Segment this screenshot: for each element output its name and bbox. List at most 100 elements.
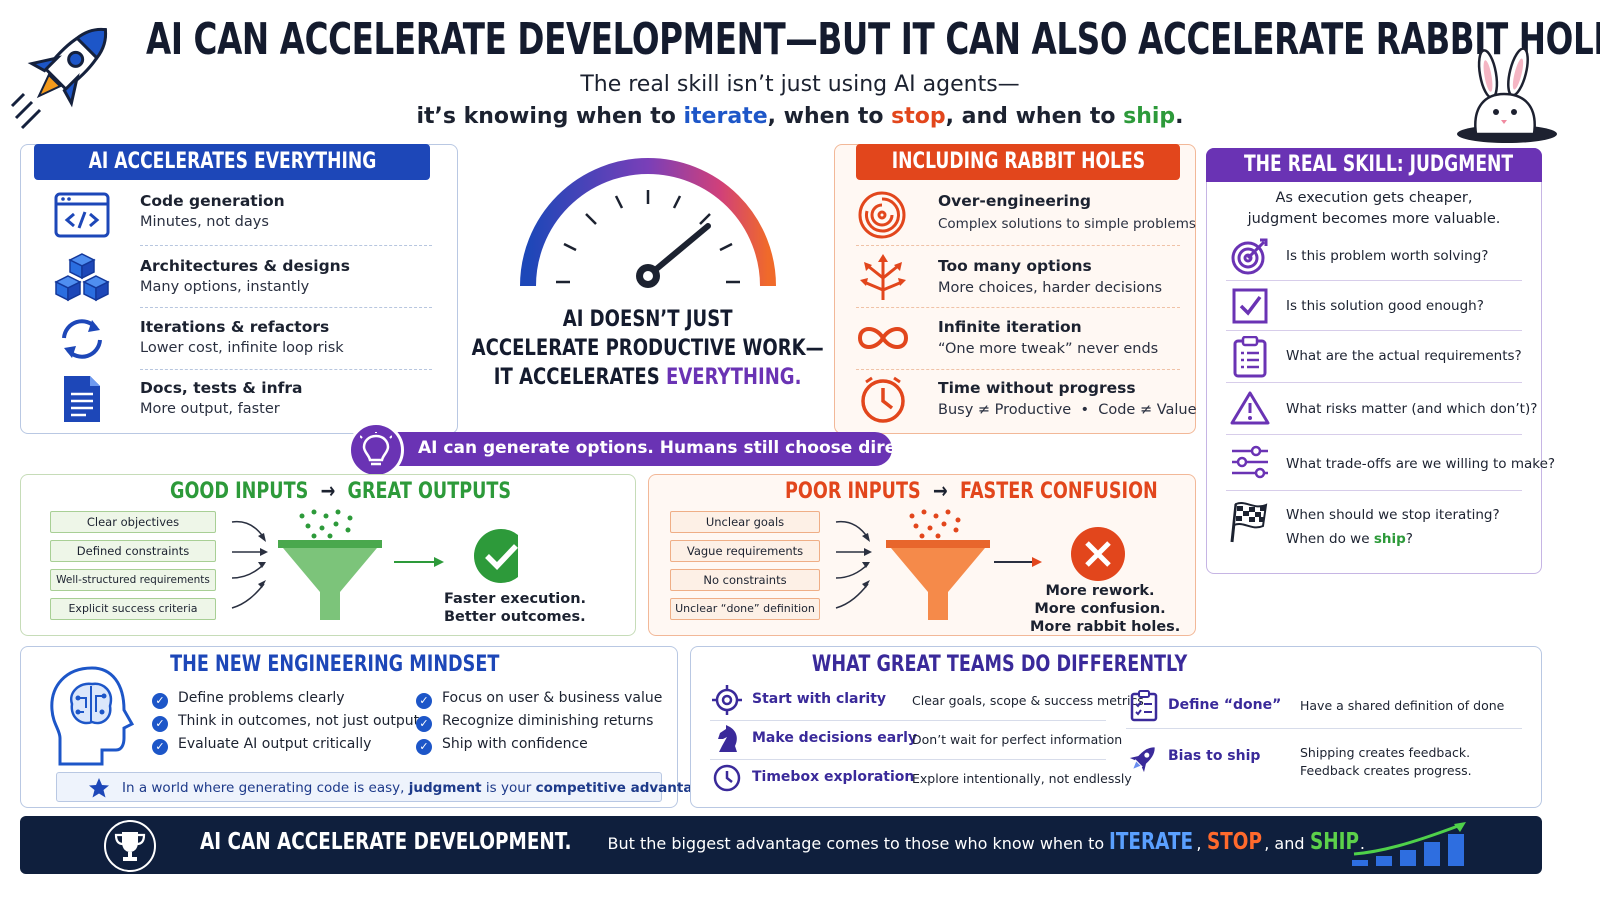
good-funnel-diagram (231, 509, 518, 620)
mindset-footer (56, 772, 662, 802)
cubes-icon (54, 253, 110, 302)
rabbit-item-4-sub: Busy ≠ Productive • Code ≠ Value (938, 402, 1197, 418)
rocket-icon (10, 27, 108, 130)
team-left-3-title: Timebox exploration (752, 769, 915, 785)
team-right-2-title: Bias to ship (1168, 748, 1261, 764)
accel-item-2-sub: Many options, instantly (140, 279, 310, 295)
accel-item-3-title: Iterations & refactors (140, 318, 330, 336)
options-banner-text: AI can generate options. Humans still ch… (418, 438, 951, 458)
accel-item-1-title: Code generation (140, 192, 285, 210)
team-left-1-desc: Clear goals, scope & success metrics (912, 693, 1144, 708)
clipboard-icon (1233, 336, 1267, 378)
judgment-q2: Is this solution good enough? (1286, 298, 1484, 314)
clock-icon (713, 764, 741, 792)
sliders-icon (1232, 445, 1268, 479)
target-icon (1231, 238, 1268, 275)
divider (140, 369, 432, 370)
crosshair-icon (712, 685, 742, 715)
team-right-1-desc: Have a shared definition of done (1300, 698, 1505, 713)
mindset-right-2: ✓ Recognize diminishing returns (416, 713, 653, 732)
team-right-2-desc: Shipping creates feedback. Feedback creat… (1300, 745, 1472, 778)
accel-item-3-sub: Lower cost, infinite loop risk (140, 340, 344, 356)
divider (1226, 382, 1522, 383)
teams-header: WHAT GREAT TEAMS DO DIFFERENTLY (812, 652, 1188, 677)
judgment-panel (1206, 148, 1542, 574)
infinity-icon (857, 327, 909, 349)
divider (1126, 728, 1522, 729)
good-input-1: Clear objectives (50, 511, 216, 533)
rabbit-item-1-title: Over-engineering (938, 192, 1091, 210)
team-left-2-desc: Don’t wait for perfect information (912, 732, 1123, 747)
rocket-icon (1129, 747, 1155, 773)
judgment-q4: What risks matter (and which don’t)? (1286, 401, 1538, 417)
good-input-3: Well-structured requirements (50, 569, 216, 591)
accel-item-4-sub: More output, faster (140, 401, 280, 417)
accelerates-header: AI ACCELERATES EVERYTHING (34, 144, 430, 180)
subtitle-line1: The real skill isn’t just using AI agent… (580, 72, 1020, 97)
judgment-q7: When do we ship? (1286, 531, 1413, 547)
subtitle-line2: it’s knowing when to iterate, when to st… (416, 104, 1184, 129)
split-arrows-icon (860, 254, 906, 300)
divider (856, 307, 1180, 308)
accel-item-4-title: Docs, tests & infra (140, 379, 303, 397)
judgment-q6: When should we stop iterating? (1286, 507, 1500, 523)
divider (710, 759, 1106, 760)
poor-funnel-diagram (835, 509, 1125, 620)
divider (140, 245, 432, 246)
good-input-4: Explicit success criteria (50, 598, 216, 620)
divider (1226, 330, 1522, 331)
accel-item-2-title: Architectures & designs (140, 257, 350, 275)
chess-knight-icon (718, 725, 737, 752)
checklist-icon (1130, 690, 1158, 722)
star-icon (89, 778, 109, 798)
judgment-header: THE REAL SKILL: JUDGMENT (1206, 148, 1542, 182)
divider (856, 369, 1180, 370)
team-left-1-title: Start with clarity (752, 691, 887, 707)
poor-result: More rework. More confusion. More rabbit h… (1030, 583, 1181, 635)
mindset-left-2: ✓ Think in outcomes, not just output (152, 713, 419, 732)
poor-input-2: Vague requirements (670, 540, 820, 562)
footer-bar (20, 816, 1542, 874)
divider (710, 720, 1106, 721)
rabbit-item-2-title: Too many options (938, 257, 1092, 275)
team-right-1-title: Define “done” (1168, 697, 1282, 713)
clock-icon (861, 376, 905, 423)
divider (1226, 280, 1522, 281)
rabbit-item-3-title: Infinite iteration (938, 318, 1082, 336)
poor-input-3: No constraints (670, 569, 820, 591)
trophy-badge (104, 820, 156, 872)
rabbit-item-2-sub: More choices, harder decisions (938, 280, 1163, 296)
footer-text: AI CAN ACCELERATE DEVELOPMENT. But the b… (200, 829, 1365, 855)
checkbox-icon (1232, 288, 1268, 324)
mindset-left-1: ✓ Define problems clearly (152, 690, 345, 709)
warning-icon (1230, 391, 1270, 425)
poor-input-1: Unclear goals (670, 511, 820, 533)
good-input-2: Defined constraints (50, 540, 216, 562)
rabbit-header: INCLUDING RABBIT HOLES (856, 144, 1180, 180)
judgment-q1: Is this problem worth solving? (1286, 248, 1489, 264)
checkered-flag-icon (1230, 502, 1268, 543)
lightbulb-icon (360, 432, 392, 466)
maze-icon (858, 191, 906, 239)
growth-chart-icon (1352, 822, 1466, 866)
judgment-q5: What trade-offs are we willing to make? (1286, 456, 1556, 472)
good-result: Faster execution. Better outcomes. (444, 591, 587, 625)
code-window-icon (54, 192, 110, 238)
refresh-icon (62, 319, 102, 359)
rabbit-icon (1457, 48, 1557, 143)
mindset-header: THE NEW ENGINEERING MINDSET (170, 652, 500, 677)
divider (1226, 490, 1522, 491)
poor-inputs-title: POOR INPUTS → FASTER CONFUSION (785, 479, 1158, 504)
center-statement: AI DOESN’T JUST ACCELERATE PRODUCTIVE WO… (472, 307, 824, 390)
judgment-q3: What are the actual requirements? (1286, 348, 1522, 364)
accel-item-1-sub: Minutes, not days (140, 214, 269, 230)
rabbit-item-3-sub: “One more tweak” never ends (938, 341, 1159, 357)
divider (1226, 434, 1522, 435)
speedometer-icon (520, 158, 776, 288)
mindset-footer-text: In a world where generating code is easy… (122, 780, 717, 796)
divider (140, 307, 432, 308)
mindset-left-3: ✓ Evaluate AI output critically (152, 736, 371, 755)
options-banner (380, 432, 892, 466)
document-icon (64, 376, 100, 422)
mindset-right-1: ✓ Focus on user & business value (416, 690, 662, 709)
